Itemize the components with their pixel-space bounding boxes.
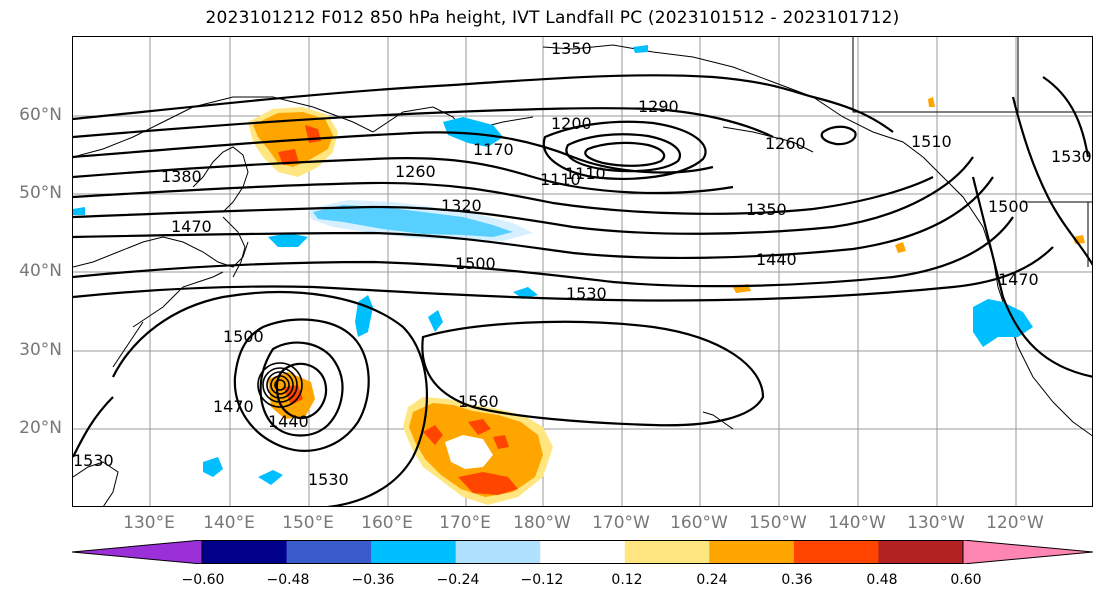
lat-label: 20°N bbox=[19, 418, 62, 438]
contour-label: 1510 bbox=[911, 132, 952, 151]
contour-label: 1290 bbox=[638, 97, 679, 116]
cyclone-core bbox=[257, 362, 303, 408]
lon-label: 130°W bbox=[907, 513, 965, 533]
colorbar-tick: −0.12 bbox=[520, 572, 564, 588]
contour-label: 1200 bbox=[551, 114, 592, 133]
contour-label: 1530 bbox=[308, 470, 349, 489]
colorbar-tick: −0.60 bbox=[181, 572, 225, 588]
colorbar-tick: 0.24 bbox=[696, 572, 728, 588]
lat-label: 50°N bbox=[19, 183, 62, 203]
lat-label: 60°N bbox=[19, 105, 62, 125]
colorbar-tick: 0.48 bbox=[866, 572, 898, 588]
lon-label: 160°W bbox=[670, 513, 728, 533]
contour-label: 1530 bbox=[566, 284, 607, 303]
contour-labels: 1350 1290 1200 1170 1110 1110 1260 1320 … bbox=[73, 39, 1092, 489]
lon-label: 150°E bbox=[282, 513, 334, 533]
ivt-negative-regions bbox=[73, 45, 1033, 485]
colorbar-segment bbox=[793, 540, 879, 564]
contour-label: 1530 bbox=[1051, 147, 1092, 166]
colorbar-tick: 0.36 bbox=[781, 572, 813, 588]
colorbar-extend-high bbox=[962, 539, 1094, 565]
colorbar-segment bbox=[540, 540, 626, 564]
colorbar-segment bbox=[624, 540, 710, 564]
colorbar-tick: −0.36 bbox=[351, 572, 395, 588]
height-contours bbox=[73, 74, 1092, 506]
colorbar-tick: 0.60 bbox=[950, 572, 982, 588]
lon-label: 130°E bbox=[123, 513, 175, 533]
contour-label: 1440 bbox=[756, 250, 797, 269]
contour-label: 1500 bbox=[455, 254, 496, 273]
contour-label: 1260 bbox=[395, 162, 436, 181]
colorbar-extend-low bbox=[71, 539, 203, 565]
map-canvas: 1350 1290 1200 1170 1110 1110 1260 1320 … bbox=[73, 37, 1092, 506]
map-panel: 1350 1290 1200 1170 1110 1110 1260 1320 … bbox=[72, 36, 1093, 507]
colorbar-tick: 0.12 bbox=[611, 572, 643, 588]
colorbar-outline bbox=[201, 540, 964, 564]
colorbar-segment bbox=[202, 540, 288, 564]
contour-label: 1170 bbox=[473, 140, 514, 159]
contour-label: 1110 bbox=[540, 170, 581, 189]
lon-label: 140°W bbox=[828, 513, 886, 533]
lon-label: 180°W bbox=[513, 513, 571, 533]
colorbar-graphic bbox=[71, 539, 1094, 565]
lon-label: 160°E bbox=[361, 513, 413, 533]
plot-title: 2023101212 F012 850 hPa height, IVT Land… bbox=[205, 8, 900, 28]
contour-label: 1320 bbox=[441, 196, 482, 215]
colorbar-tick: −0.24 bbox=[436, 572, 480, 588]
contour-label: 1440 bbox=[268, 412, 309, 431]
lon-label: 120°W bbox=[986, 513, 1044, 533]
contour-label: 1350 bbox=[746, 200, 787, 219]
contour-label: 1110 bbox=[565, 164, 606, 183]
colorbar-tick: −0.48 bbox=[266, 572, 310, 588]
contour-label: 1260 bbox=[765, 134, 806, 153]
colorbar-segment bbox=[455, 540, 541, 564]
ivt-positive-regions bbox=[248, 97, 1085, 505]
lon-label: 170°W bbox=[592, 513, 650, 533]
colorbar-segment bbox=[878, 540, 964, 564]
contour-label: 1380 bbox=[161, 167, 202, 186]
contour-label: 1470 bbox=[998, 270, 1039, 289]
lon-label: 140°E bbox=[203, 513, 255, 533]
colorbar-segment bbox=[286, 540, 372, 564]
contour-label: 1560 bbox=[458, 392, 499, 411]
contour-label: 1500 bbox=[988, 197, 1029, 216]
colorbar bbox=[71, 539, 1094, 565]
contour-label: 1350 bbox=[551, 39, 592, 58]
colorbar-segment bbox=[371, 540, 457, 564]
contour-label: 1500 bbox=[223, 327, 264, 346]
lat-label: 40°N bbox=[19, 261, 62, 281]
colorbar-segment bbox=[709, 540, 795, 564]
lon-label: 170°E bbox=[439, 513, 491, 533]
graticule bbox=[73, 37, 1092, 506]
contour-label: 1470 bbox=[213, 397, 254, 416]
contour-label: 1470 bbox=[171, 217, 212, 236]
contour-label: 1530 bbox=[73, 451, 114, 470]
lon-label: 150°W bbox=[749, 513, 807, 533]
lat-label: 30°N bbox=[19, 340, 62, 360]
